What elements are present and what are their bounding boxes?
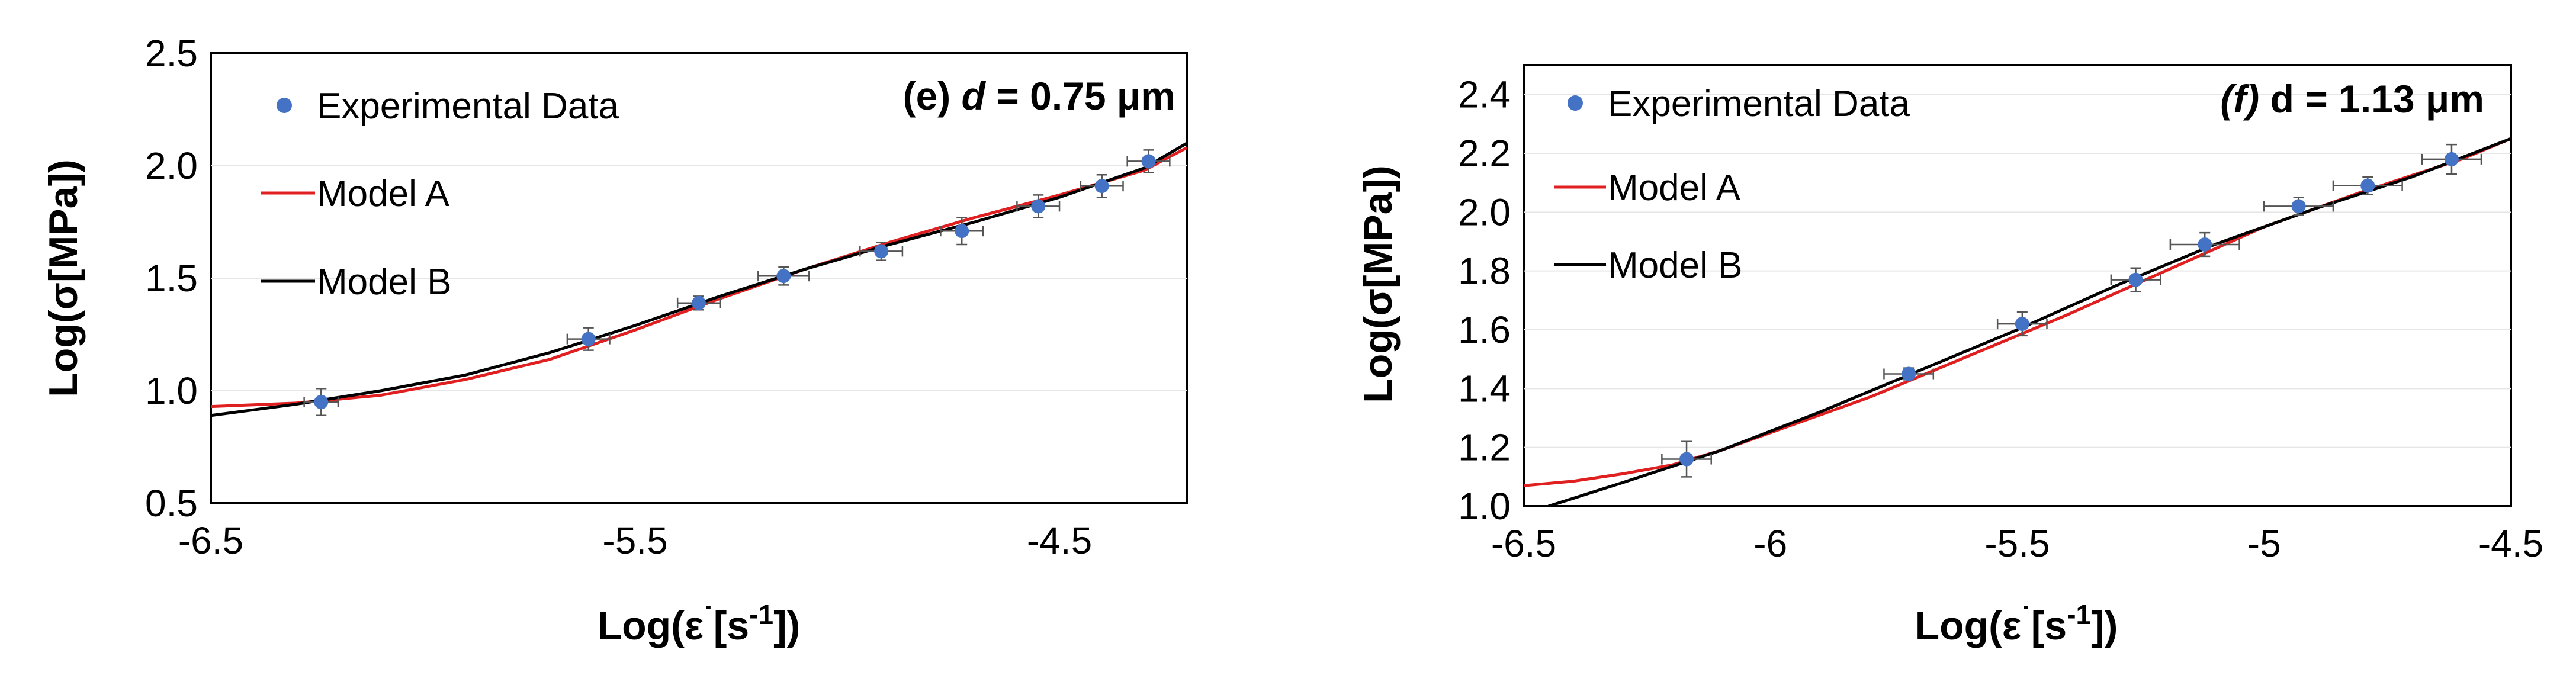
data-point-marker <box>776 269 791 284</box>
y-tick-labels-e: 0.5 1.0 1.5 2.0 2.5 <box>145 32 198 525</box>
legend-label: Experimental Data <box>1608 83 1910 124</box>
data-point-marker <box>2015 317 2029 332</box>
x-tick-labels-e: -6.5 -5.5 -4.5 <box>178 519 1092 562</box>
data-point <box>1661 440 1712 478</box>
y-tick-labels-f: 1.0 1.2 1.4 1.6 1.8 2.0 2.2 2.4 <box>1458 73 1511 528</box>
x-tick-label: -6 <box>1753 522 1787 565</box>
data-point-marker <box>2360 178 2375 193</box>
y-tick-label: 2.5 <box>145 32 198 75</box>
legend-label: Model A <box>1608 168 1741 208</box>
x-tick-label: -6.5 <box>1491 522 1556 565</box>
legend-f: Experimental Data Model A Model B <box>1554 83 1910 286</box>
y-tick-label: 1.5 <box>145 257 198 300</box>
x-tick-labels-f: -6.5 -6 -5.5 -5 -4.5 <box>1491 522 2543 565</box>
y-tick-label: 2.0 <box>1458 191 1511 233</box>
x-tick-label: -5.5 <box>602 519 667 562</box>
plot-area-f <box>1523 64 2512 507</box>
data-point <box>1996 311 2048 337</box>
data-point <box>2421 143 2482 175</box>
data-point <box>2110 267 2161 292</box>
data-point <box>757 266 810 286</box>
data-point-marker <box>1902 366 1916 381</box>
data-point <box>2169 231 2240 258</box>
data-point <box>1126 149 1171 173</box>
legend-marker-experimental <box>1568 95 1583 111</box>
chart-panel-e: 0.5 1.0 1.5 2.0 2.5 -6.5 -5.5 -4.5 Log(σ… <box>41 32 1188 648</box>
x-axis-title-f: Log(ε˙[s-1]) <box>1915 599 2118 648</box>
series-line-model-b <box>211 141 1187 417</box>
y-tick-label: 2.4 <box>1458 73 1511 116</box>
data-point-marker <box>314 395 329 409</box>
data-point-marker <box>1031 199 1046 214</box>
x-axis-title-e: Log(ε˙[s-1]) <box>598 599 801 648</box>
data-point <box>1883 366 1935 381</box>
experimental-points-f <box>1661 143 2482 478</box>
data-point-marker <box>2291 199 2306 214</box>
legend-label: Model B <box>317 262 451 303</box>
legend-label: Model A <box>317 173 450 214</box>
data-point-marker <box>2444 152 2459 166</box>
data-point-marker <box>2198 237 2212 252</box>
data-point-marker <box>692 295 706 310</box>
legend-marker-experimental <box>277 98 292 113</box>
x-tick-label: -6.5 <box>178 519 243 562</box>
data-point <box>303 387 339 417</box>
legend-label: Model B <box>1608 245 1742 286</box>
data-point <box>1080 173 1124 198</box>
y-tick-label: 1.2 <box>1458 426 1511 469</box>
x-tick-label: -5 <box>2247 522 2281 565</box>
y-tick-label: 1.8 <box>1458 250 1511 292</box>
data-point-marker <box>581 332 596 346</box>
legend-e: Experimental Data Model A Model B <box>261 86 619 303</box>
data-point-marker <box>1679 452 1694 467</box>
x-tick-label: -5.5 <box>1984 522 2050 565</box>
x-tick-label: -4.5 <box>1027 519 1092 562</box>
panel-annotation-f: (f) d = 1.13 μm <box>2220 77 2484 121</box>
data-point-marker <box>955 224 969 239</box>
y-tick-label: 2.2 <box>1458 132 1511 175</box>
experimental-points-e <box>303 149 1171 417</box>
y-tick-label: 1.4 <box>1458 367 1511 410</box>
data-point <box>940 217 984 246</box>
data-point <box>2332 176 2403 195</box>
data-point <box>566 327 611 351</box>
data-point <box>1016 194 1061 218</box>
data-point <box>2263 197 2334 216</box>
y-tick-label: 0.5 <box>145 482 198 525</box>
data-point-marker <box>2128 272 2143 287</box>
legend-label: Experimental Data <box>317 86 619 127</box>
y-tick-label: 2.0 <box>145 144 198 187</box>
data-point <box>859 241 904 261</box>
data-point-marker <box>1094 179 1109 194</box>
data-point-marker <box>1141 154 1156 169</box>
x-tick-label: -4.5 <box>2478 522 2543 565</box>
data-point <box>676 295 721 311</box>
y-tick-label: 1.0 <box>145 369 198 412</box>
data-point-marker <box>874 244 889 259</box>
y-tick-label: 1.6 <box>1458 308 1511 351</box>
y-axis-title-e: Log(σ[MPa]) <box>41 159 86 397</box>
chart-panel-f: 1.0 1.2 1.4 1.6 1.8 2.0 2.2 2.4 -6.5 -6 … <box>1356 64 2543 648</box>
y-axis-title-f: Log(σ[MPa]) <box>1356 165 1401 403</box>
panel-annotation-e: (e) d = 0.75 μm <box>903 74 1175 118</box>
y-tick-label: 1.0 <box>1458 485 1511 528</box>
